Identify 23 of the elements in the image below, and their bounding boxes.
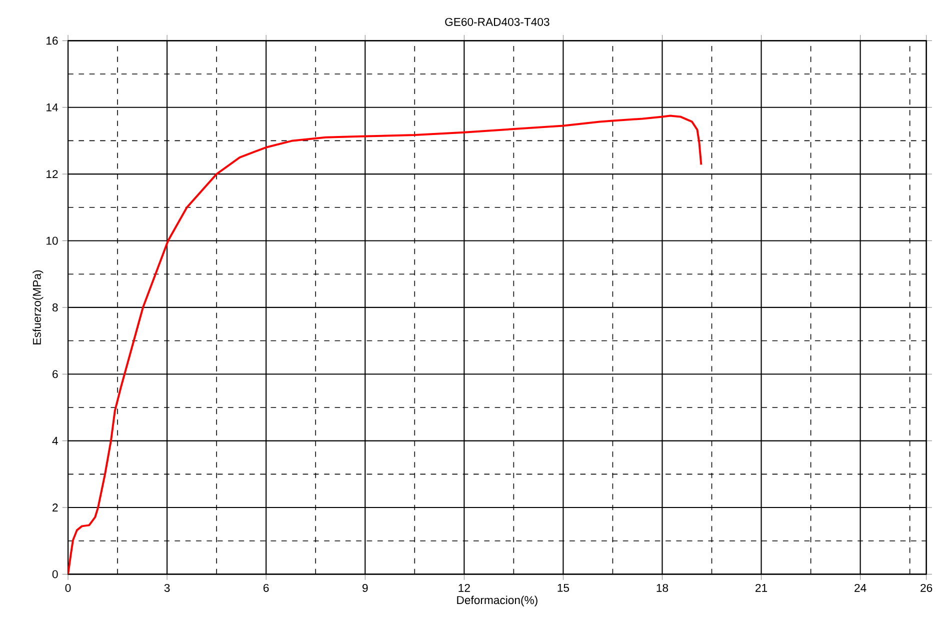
y-tick-label: 4 [52, 436, 58, 445]
x-tick-label: 9 [362, 584, 368, 592]
y-tick-label: 2 [52, 503, 58, 512]
x-tick-label: 12 [458, 584, 470, 592]
y-tick-label: 0 [52, 570, 58, 578]
chart-title: GE60-RAD403-T403 [445, 18, 550, 26]
x-tick-label: 6 [264, 584, 269, 592]
y-tick-label: 8 [52, 303, 58, 312]
y-tick-label: 6 [52, 370, 58, 378]
x-tick-label: 26 [920, 584, 932, 592]
y-tick-label: 16 [46, 36, 58, 45]
x-tick-label: 24 [854, 584, 866, 592]
y-tick-label: 12 [46, 170, 58, 178]
line-series [68, 114, 702, 574]
x-axis-title: Deformacion(%) [457, 596, 538, 606]
x-tick-label: 0 [65, 584, 71, 592]
y-tick-label: 14 [46, 103, 58, 112]
y-tick-label: 10 [46, 236, 58, 245]
x-tick-label: 18 [656, 584, 668, 592]
x-tick-label: 21 [756, 584, 768, 592]
x-tick-label: 15 [558, 584, 570, 592]
y-axis-title: Esfuerzo(MPa) [32, 270, 44, 344]
x-tick-label: 3 [164, 584, 170, 592]
